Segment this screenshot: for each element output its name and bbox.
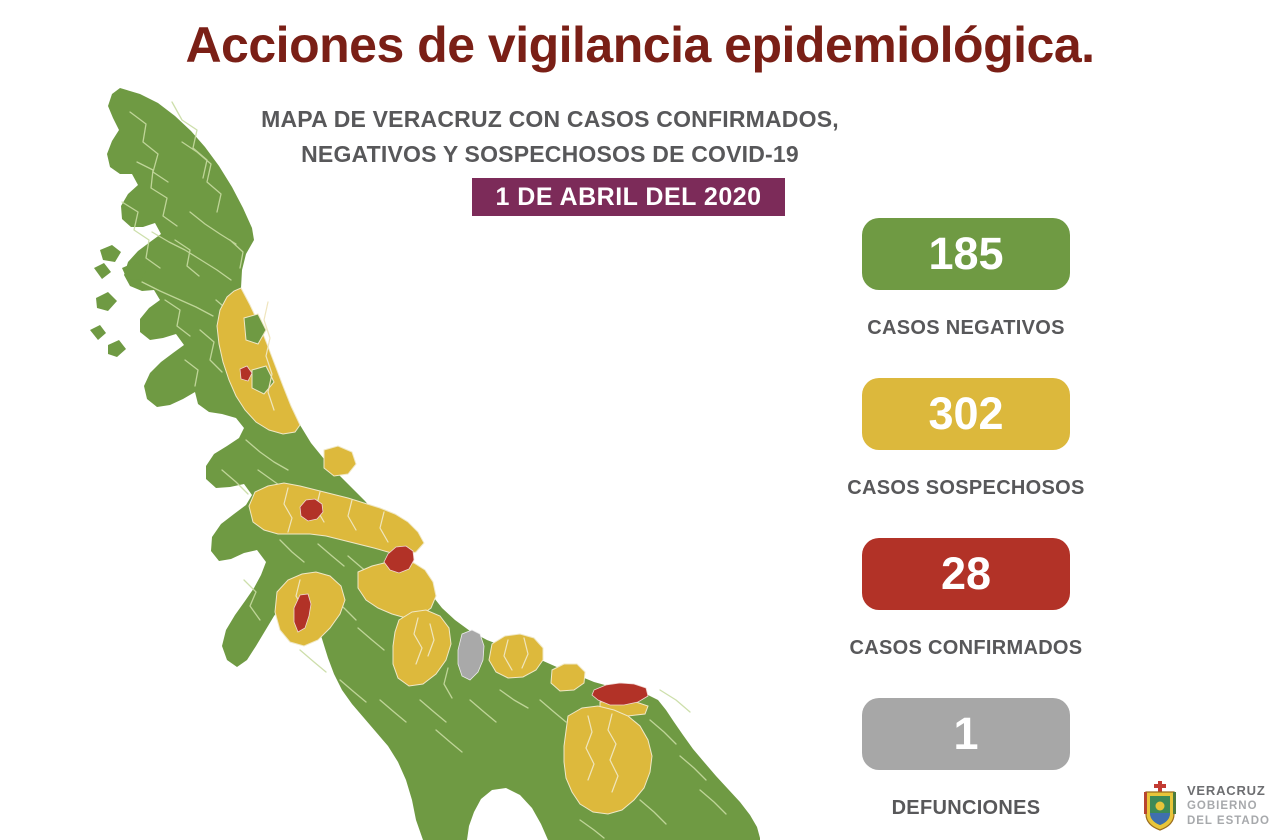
logo-state-name: VERACRUZ: [1186, 783, 1266, 798]
page-title: Acciones de vigilancia epidemiológica.: [185, 17, 1095, 73]
stat-confirmed-cases: 28 CASOS CONFIRMADOS: [850, 538, 1082, 659]
logo-text: VERACRUZ GOBIERNO DEL ESTADO: [1187, 784, 1270, 828]
logo-line3: DEL ESTADO: [1186, 815, 1270, 827]
negative-cases-regions: [90, 88, 760, 840]
map-subtitle-line2: NEGATIVOS Y SOSPECHOSOS DE COVID-19: [301, 141, 799, 167]
suspected-cases-value-box: 302: [862, 378, 1070, 450]
date-badge: 1 DE ABRIL DEL 2020: [472, 178, 785, 216]
confirmed-cases-value-box: 28: [862, 538, 1070, 610]
confirmed-cases-regions: [239, 365, 649, 706]
confirmed-cases-label: CASOS CONFIRMADOS: [849, 637, 1083, 659]
veracruz-government-logo: VERACRUZ GOBIERNO DEL ESTADO: [1142, 780, 1270, 832]
map-subtitle: MAPA DE VERACRUZ CON CASOS CONFIRMADOS, …: [240, 102, 860, 172]
stat-deaths: 1 DEFUNCIONES: [862, 698, 1070, 819]
negative-cases-value-box: 185: [862, 218, 1070, 290]
deaths-label: DEFUNCIONES: [891, 797, 1041, 819]
map-subtitle-line1: MAPA DE VERACRUZ CON CASOS CONFIRMADOS,: [261, 106, 839, 132]
stat-suspected-cases: 302 CASOS SOSPECHOSOS: [847, 378, 1084, 499]
negative-cases-label: CASOS NEGATIVOS: [867, 317, 1065, 339]
stat-negative-cases: 185 CASOS NEGATIVOS: [862, 218, 1070, 339]
deaths-value-box: 1: [862, 698, 1070, 770]
suspected-cases-label: CASOS SOSPECHOSOS: [847, 477, 1085, 499]
logo-line2: GOBIERNO: [1186, 800, 1258, 812]
death-region: [457, 629, 485, 681]
veracruz-coat-of-arms-icon: [1143, 781, 1176, 831]
